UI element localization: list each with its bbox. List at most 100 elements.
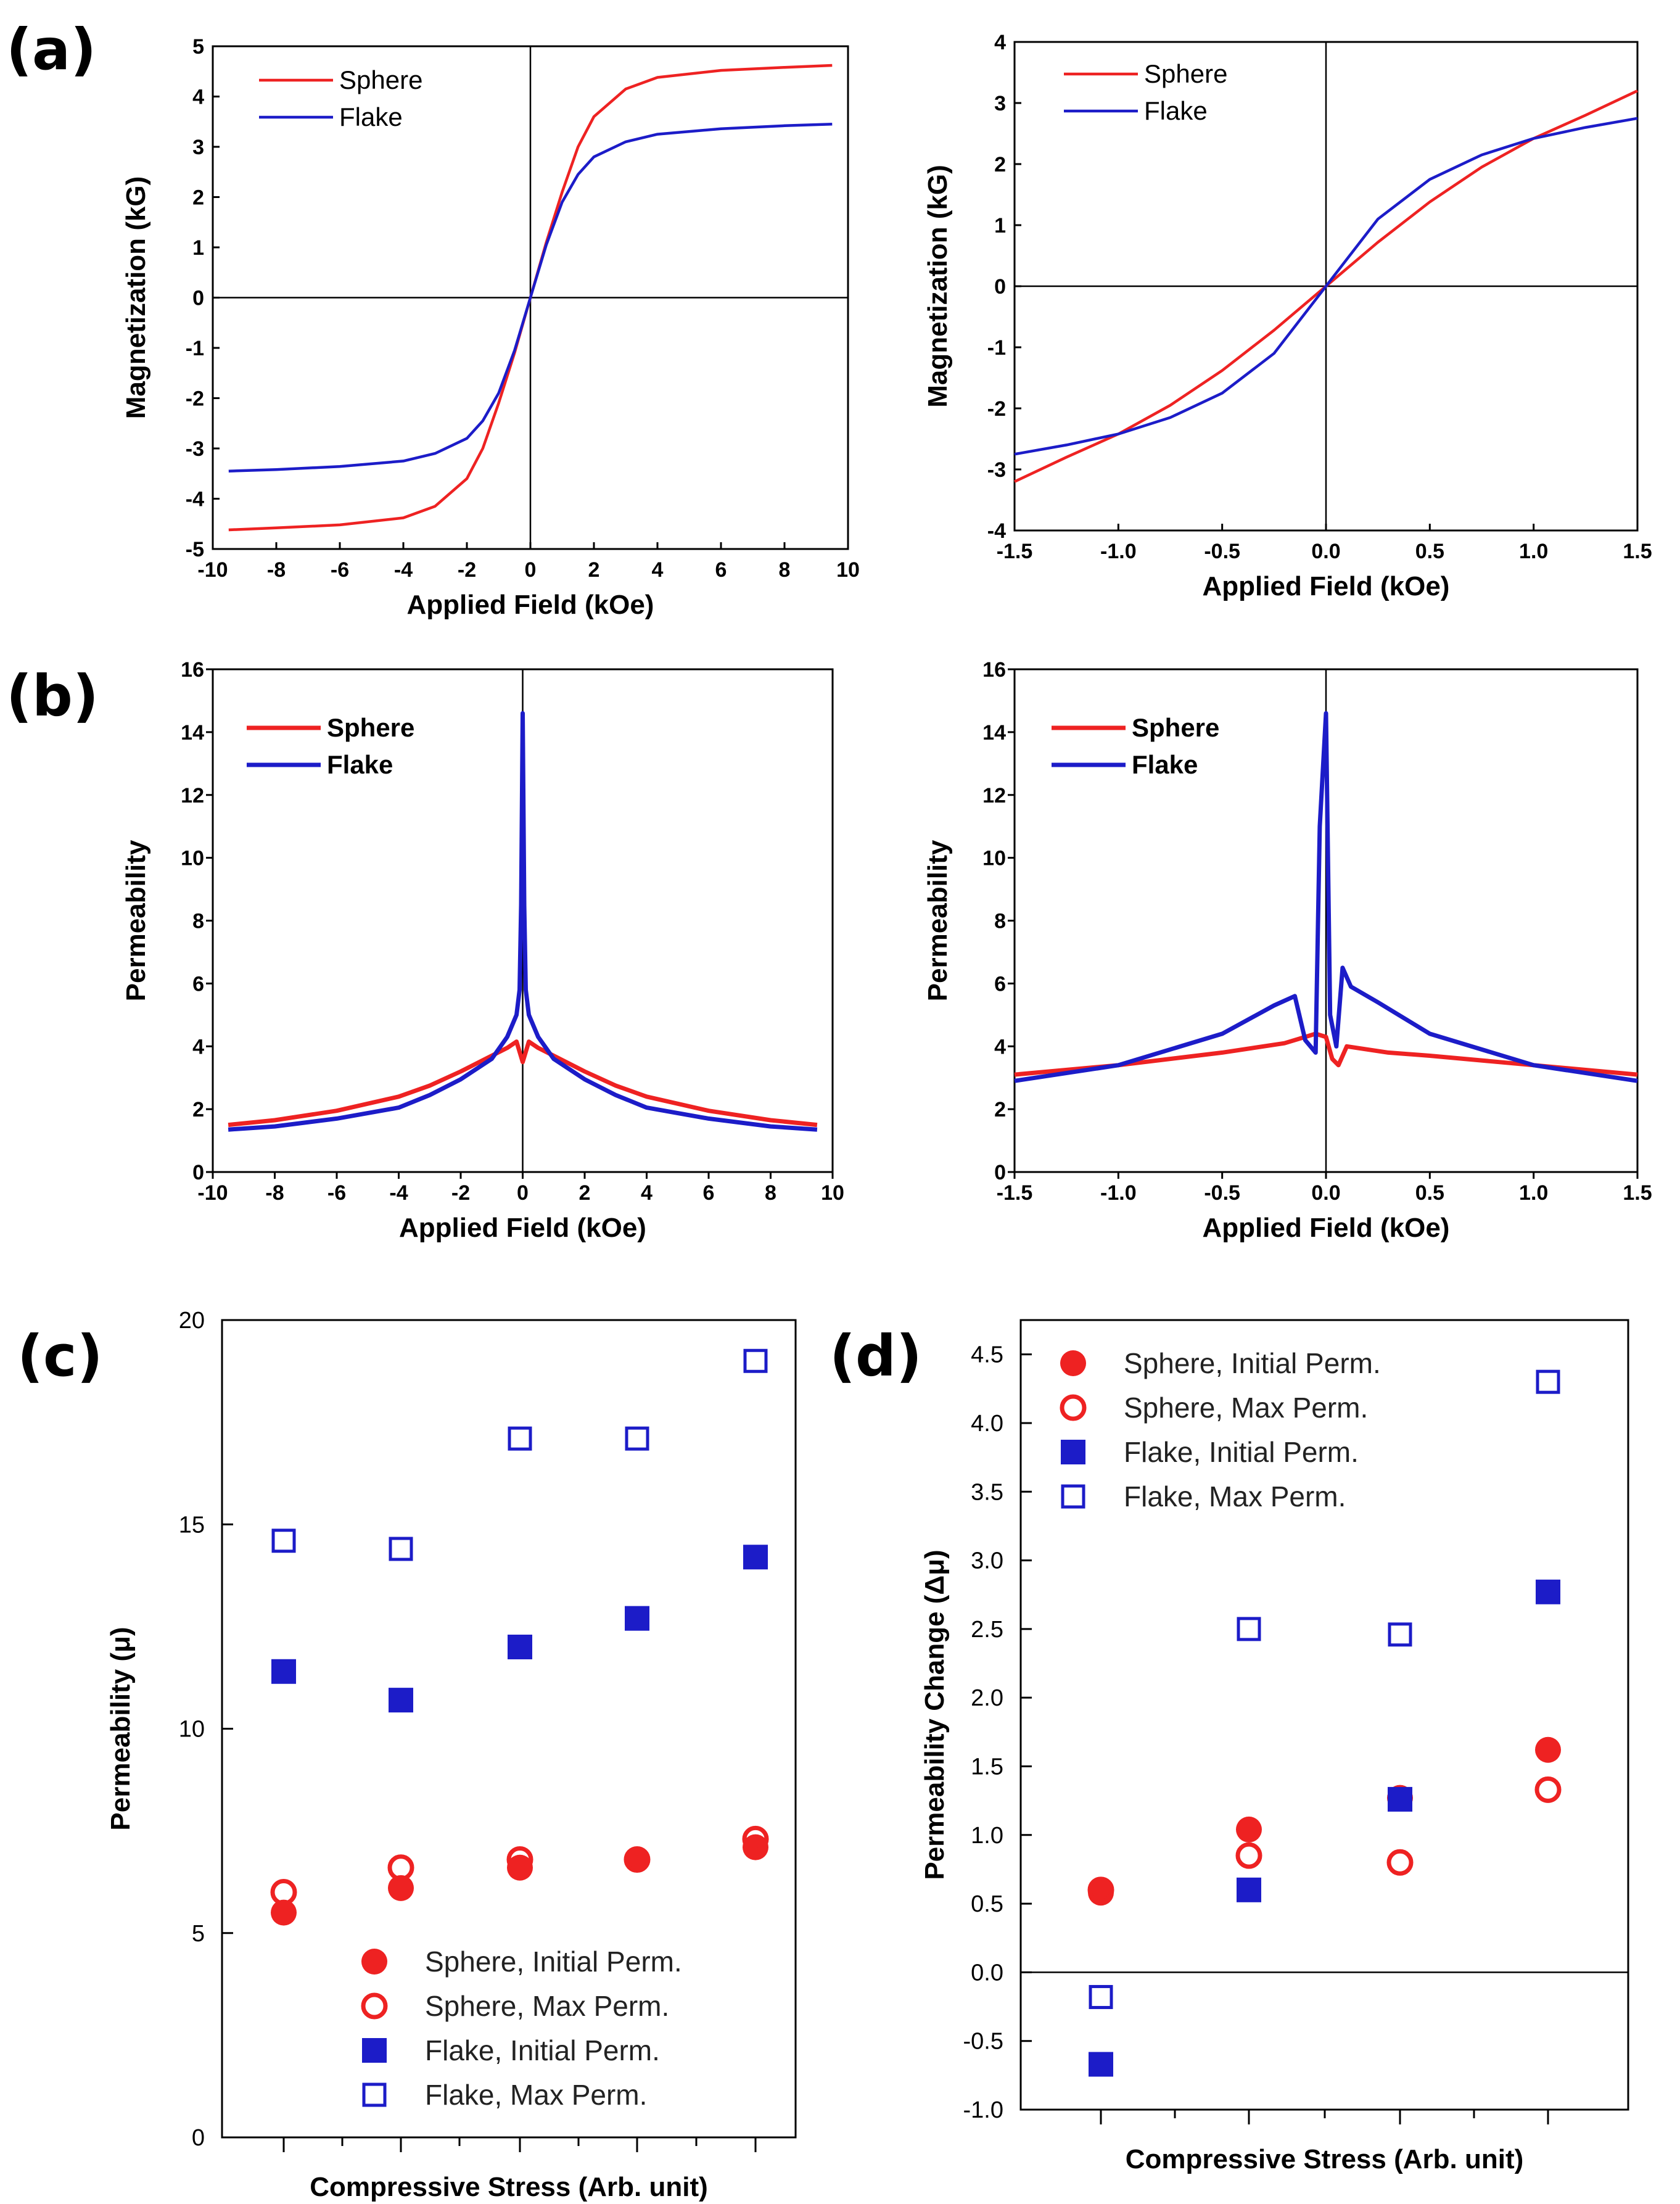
y-tick-label: 2: [994, 1098, 1006, 1121]
y-tick-label: 6: [994, 972, 1006, 996]
y-tick-label: 0: [192, 287, 204, 310]
y-tick-label: 14: [982, 721, 1006, 745]
y-tick-label: 4: [994, 31, 1006, 54]
y-tick-label: 1: [192, 236, 204, 260]
legend-label: Flake, Initial Perm.: [425, 2034, 660, 2066]
legend-marker-flake-max: [362, 2082, 387, 2107]
y-tick-label: 3.5: [971, 1479, 1003, 1505]
y-tick-label: 8: [994, 910, 1006, 933]
y-tick-label: 14: [181, 721, 204, 745]
legend-marker-flake-initial: [362, 2038, 387, 2063]
x-tick-label: -1.5: [997, 1181, 1033, 1205]
y-tick-label: 1: [994, 214, 1006, 237]
panel-label-a: (a): [6, 17, 96, 83]
y-tick-label: 4: [994, 1035, 1006, 1059]
y-axis-label: Permeability (μ): [105, 1627, 136, 1830]
data-point-flake-max: [625, 1426, 649, 1451]
y-tick-label: 0.5: [971, 1891, 1003, 1917]
x-tick-label: 10: [836, 558, 860, 582]
x-axis-label: Applied Field (kOe): [407, 590, 654, 620]
x-tick-label: 8: [765, 1181, 776, 1205]
legend-label: Sphere, Max Perm.: [425, 1990, 669, 2022]
x-tick-label: 8: [779, 558, 791, 582]
data-point-sphere-max: [506, 1846, 533, 1873]
x-tick-label: 1.0: [1519, 1181, 1548, 1205]
data-point-flake-max: [1089, 1984, 1113, 2009]
x-tick-label: -2: [451, 1181, 470, 1205]
y-tick-label: 8: [192, 910, 204, 933]
chart-d-permeability-change: -1.0 -0.5 0.0 0.5 1.0 1.5 2.0 2.5 3.0 3.5 4.0 4.5 Co…: [920, 1319, 1629, 2174]
legend-marker-sphere-max: [1060, 1394, 1087, 1421]
y-tick-label: 4: [192, 1035, 204, 1059]
panel-label-b: (b): [6, 663, 99, 729]
y-tick-label: 4.0: [971, 1411, 1003, 1437]
y-tick-label: 1.5: [971, 1754, 1003, 1780]
data-point-flake-max: [1388, 1622, 1412, 1647]
y-tick-label: -1: [987, 336, 1006, 360]
x-tick-label: -1.5: [997, 540, 1033, 563]
data-point-sphere-initial: [507, 1854, 533, 1881]
y-tick-label: 2.0: [971, 1685, 1003, 1711]
x-tick-label: 2: [588, 558, 600, 582]
x-tick-label: 0: [517, 1181, 529, 1205]
data-point-sphere-initial: [1236, 1816, 1262, 1843]
data-point-flake-max: [1536, 1369, 1560, 1394]
x-tick-label: 0.5: [1415, 540, 1444, 563]
y-tick-label: 0: [994, 275, 1006, 299]
data-point-flake-initial: [508, 1635, 532, 1659]
legend-marker-sphere-initial: [361, 1949, 387, 1975]
x-tick-label: 2: [579, 1181, 591, 1205]
legend-label-sphere: Sphere: [339, 65, 422, 94]
y-tick-label: 4: [192, 86, 204, 109]
x-axis-label: Applied Field (kOe): [399, 1213, 646, 1243]
series-line-flake: [1014, 711, 1638, 1083]
legend-label: Flake, Max Perm.: [425, 2079, 647, 2111]
y-tick-label: 3: [192, 136, 204, 159]
legend-label-sphere: Sphere: [1144, 59, 1227, 88]
legend-label-flake: Flake: [339, 102, 403, 131]
y-tick-label: 2: [192, 1098, 204, 1121]
legend-label-sphere: Sphere: [1132, 713, 1219, 742]
y-tick-label: 6: [192, 972, 204, 996]
y-axis-label: Magnetization (kG): [121, 176, 151, 419]
data-point-sphere-max: [270, 1879, 297, 1905]
legend-label: Sphere, Initial Perm.: [425, 1946, 682, 1978]
legend-label: Sphere, Max Perm.: [1124, 1392, 1368, 1424]
series-line-flake: [228, 123, 833, 473]
y-tick-label: 16: [982, 658, 1006, 682]
y-tick-label: 0: [192, 1161, 204, 1184]
y-tick-label: 4.5: [971, 1342, 1003, 1368]
legend-label: Flake, Max Perm.: [1124, 1480, 1346, 1513]
data-point-flake-initial: [389, 1688, 413, 1713]
y-tick-label: -1: [186, 337, 204, 360]
series-line-flake: [228, 711, 818, 1132]
data-point-sphere-max: [1087, 1876, 1114, 1904]
x-tick-label: -10: [197, 1181, 228, 1205]
panel-label-c: (c): [17, 1323, 103, 1389]
x-tick-label: -8: [267, 558, 286, 582]
series-line-flake: [1014, 117, 1638, 456]
data-point-flake-initial: [1536, 1579, 1560, 1604]
y-tick-label: 3: [994, 92, 1006, 115]
data-point-flake-max: [508, 1426, 532, 1451]
data-point-flake-max: [1237, 1617, 1261, 1641]
y-tick-label: 12: [181, 784, 204, 807]
legend-label: Flake, Initial Perm.: [1124, 1436, 1359, 1468]
x-tick-label: 6: [703, 1181, 715, 1205]
x-tick-label: 1.5: [1623, 540, 1652, 563]
x-tick-label: -4: [394, 558, 413, 582]
y-tick-label: -3: [186, 437, 204, 461]
x-tick-label: -10: [197, 558, 228, 582]
data-point-flake-initial: [1089, 2052, 1113, 2077]
x-tick-label: -2: [458, 558, 476, 582]
legend-label-flake: Flake: [1132, 750, 1198, 779]
chart-c-permeability: 0 5 10 15 20 Compressive Stress (Arb. unit) Pe…: [105, 1308, 797, 2202]
x-tick-label: -4: [389, 1181, 408, 1205]
x-tick-label: 10: [821, 1181, 844, 1205]
data-point-sphere-max: [1235, 1842, 1262, 1869]
x-tick-label: 1.0: [1519, 540, 1548, 563]
x-axis-label: Compressive Stress (Arb. unit): [1126, 2144, 1524, 2174]
y-axis-label: Permeability: [923, 840, 953, 1001]
data-point-flake-max: [743, 1348, 768, 1373]
